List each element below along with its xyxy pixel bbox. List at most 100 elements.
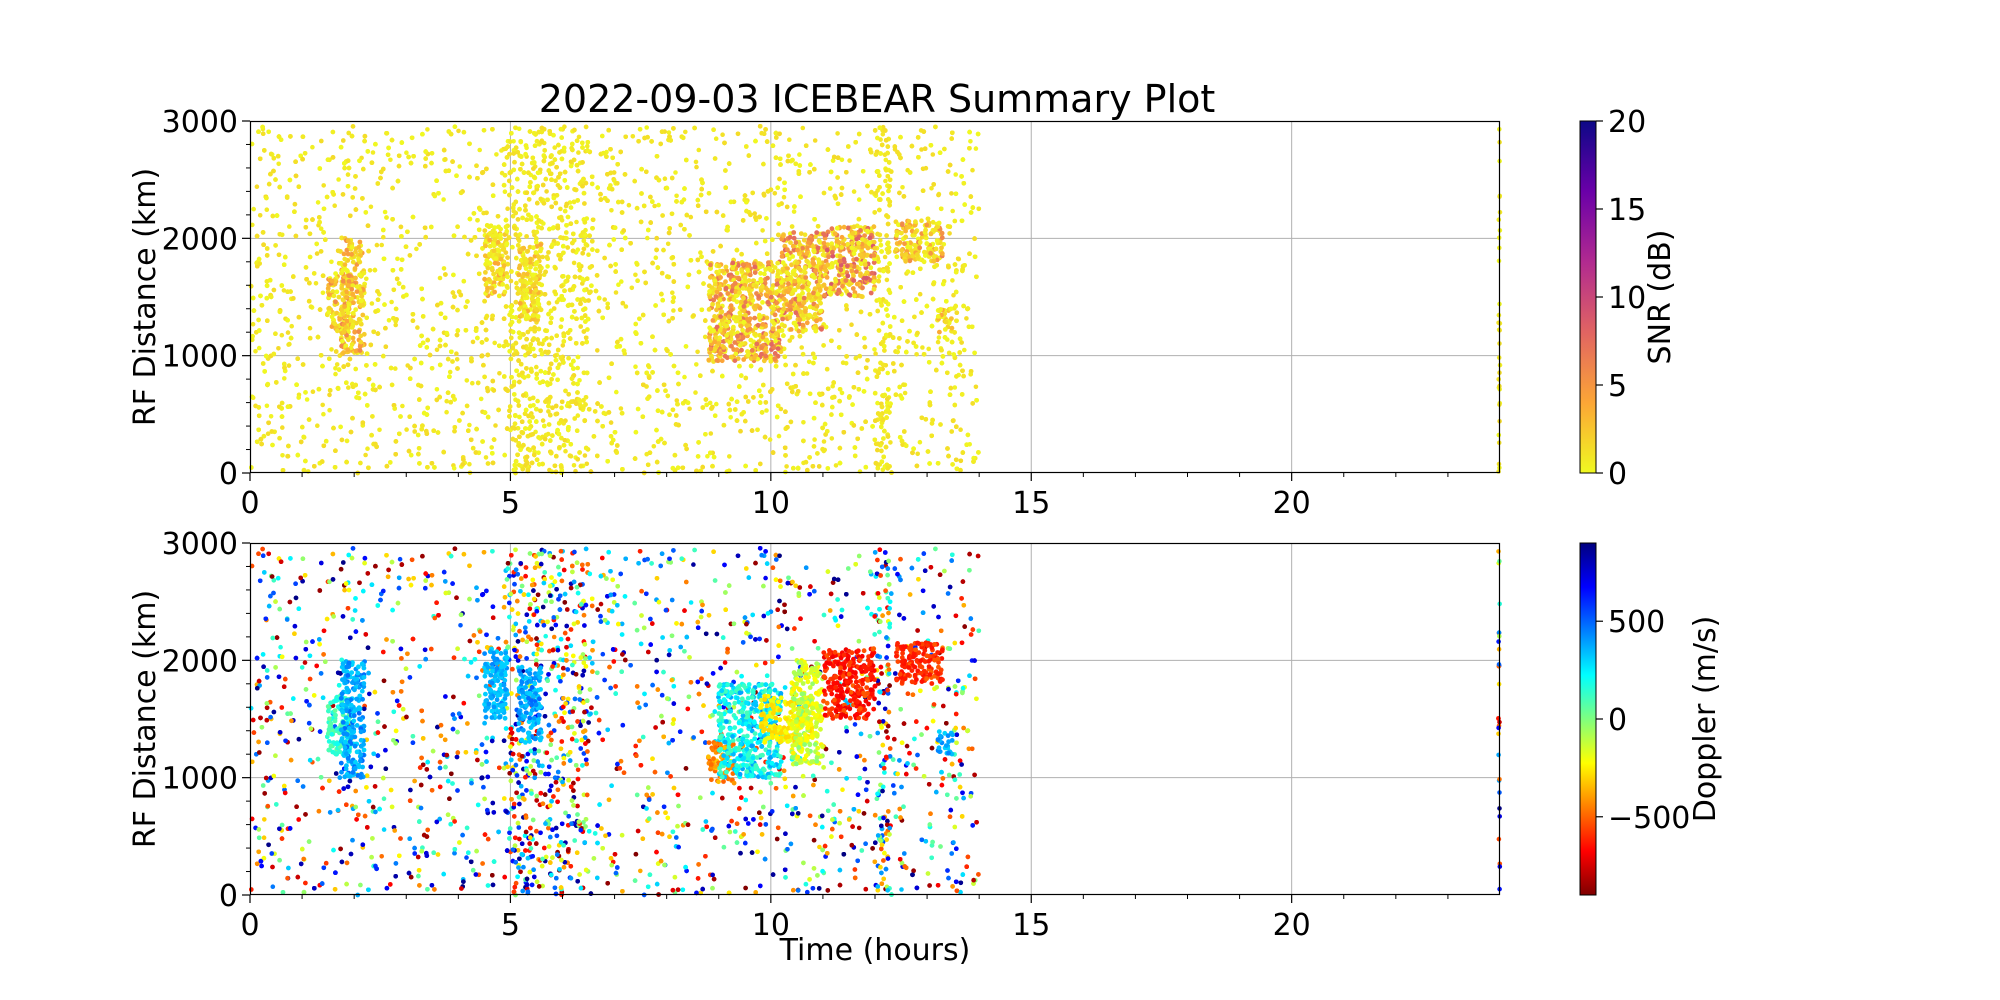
noise-point — [838, 412, 844, 418]
noise-point — [575, 354, 581, 360]
noise-point — [930, 152, 936, 157]
noise-point — [713, 136, 719, 141]
noise-point — [595, 248, 600, 254]
noise-point — [558, 206, 563, 212]
noise-point — [282, 376, 287, 381]
noise-point — [720, 213, 726, 218]
noise-point — [266, 181, 272, 187]
noise-point — [887, 324, 893, 329]
noise-point — [503, 217, 509, 223]
noise-point — [593, 288, 599, 294]
noise-point — [281, 288, 287, 293]
noise-point — [883, 157, 889, 163]
noise-point — [623, 304, 629, 309]
noise-point — [692, 125, 697, 131]
noise-point — [545, 264, 550, 269]
noise-point — [407, 253, 413, 258]
noise-point — [497, 371, 502, 376]
noise-point — [760, 228, 765, 233]
noise-point — [584, 461, 590, 467]
noise-point — [937, 150, 943, 155]
noise-point — [733, 407, 738, 412]
noise-point — [875, 400, 880, 406]
noise-point — [793, 161, 798, 167]
noise-point — [885, 370, 890, 376]
noise-point — [576, 150, 581, 155]
noise-point — [946, 350, 952, 356]
noise-point — [597, 380, 602, 385]
noise-point — [561, 145, 567, 151]
noise-point — [973, 384, 979, 390]
noise-point — [538, 408, 543, 414]
noise-point — [373, 387, 378, 393]
noise-point — [778, 162, 783, 167]
noise-point — [965, 306, 970, 312]
noise-point — [381, 234, 386, 240]
noise-point — [277, 435, 282, 441]
noise-point — [935, 461, 941, 466]
noise-point — [507, 404, 513, 409]
noise-point — [434, 347, 440, 353]
noise-point — [321, 183, 327, 188]
noise-point — [341, 364, 347, 369]
noise-point — [930, 296, 936, 302]
noise-point — [881, 343, 887, 349]
noise-point — [390, 268, 396, 273]
noise-point — [835, 201, 841, 207]
noise-point — [280, 453, 285, 458]
noise-point — [539, 441, 545, 447]
noise-point — [618, 149, 623, 155]
noise-point — [568, 221, 574, 226]
noise-point — [534, 364, 539, 370]
noise-point — [398, 267, 404, 272]
noise-point — [467, 461, 472, 467]
noise-point — [827, 186, 833, 191]
noise-point — [606, 375, 612, 381]
noise-point — [790, 389, 795, 395]
noise-point — [565, 185, 570, 190]
noise-point — [844, 354, 849, 359]
noise-point — [946, 264, 951, 270]
noise-point — [482, 374, 487, 380]
noise-point — [941, 281, 946, 287]
noise-point — [862, 335, 867, 341]
noise-point — [462, 234, 467, 240]
noise-point — [837, 328, 842, 333]
noise-point — [615, 181, 620, 186]
noise-point — [377, 427, 382, 433]
noise-point — [389, 137, 395, 143]
noise-point — [970, 205, 976, 210]
noise-point — [383, 344, 389, 350]
noise-point — [577, 450, 582, 455]
noise-point — [304, 397, 310, 402]
noise-point — [764, 408, 769, 413]
noise-point — [559, 399, 565, 405]
noise-point — [915, 451, 920, 457]
noise-point — [484, 313, 490, 319]
noise-point — [554, 333, 559, 339]
noise-point — [523, 426, 528, 431]
noise-point — [406, 154, 411, 160]
noise-point — [344, 459, 349, 465]
noise-point — [703, 432, 708, 437]
noise-point — [912, 314, 917, 320]
noise-point — [658, 141, 663, 147]
noise-point — [437, 337, 443, 343]
noise-point — [490, 127, 495, 132]
noise-point — [805, 467, 810, 473]
noise-point — [445, 390, 451, 396]
noise-point — [399, 257, 405, 263]
noise-point — [674, 398, 680, 403]
noise-point — [489, 445, 495, 450]
noise-point — [634, 205, 640, 211]
noise-point — [850, 402, 855, 407]
noise-point — [548, 320, 553, 326]
noise-point — [550, 225, 556, 231]
noise-point — [877, 207, 882, 213]
noise-point — [484, 210, 489, 216]
noise-point — [250, 222, 255, 228]
noise-point — [364, 315, 370, 321]
noise-point — [616, 282, 621, 288]
noise-point — [704, 402, 709, 408]
noise-point — [904, 349, 909, 355]
